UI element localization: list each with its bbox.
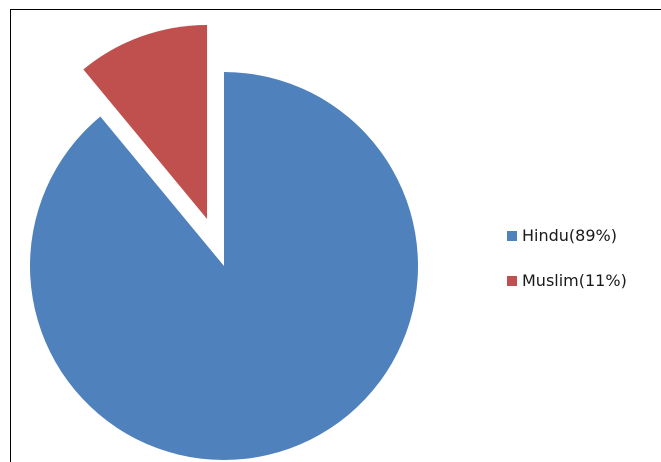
pie-slice-muslim bbox=[83, 24, 208, 219]
pie-slice-hindu bbox=[29, 72, 418, 460]
legend-label-hindu: Hindu(89%) bbox=[522, 226, 617, 245]
legend-label-muslim: Muslim(11%) bbox=[522, 271, 627, 290]
legend-item-muslim: Muslim(11%) bbox=[507, 271, 627, 290]
legend-swatch-hindu bbox=[507, 230, 517, 241]
legend-item-hindu: Hindu(89%) bbox=[507, 226, 617, 245]
legend-swatch-muslim bbox=[507, 275, 517, 286]
